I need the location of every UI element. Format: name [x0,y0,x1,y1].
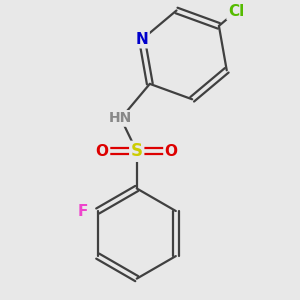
Text: Cl: Cl [228,4,244,19]
Text: O: O [96,144,109,159]
Text: S: S [131,142,143,160]
Text: HN: HN [109,111,132,125]
Text: F: F [78,203,88,218]
Text: O: O [165,144,178,159]
Text: N: N [136,32,148,47]
